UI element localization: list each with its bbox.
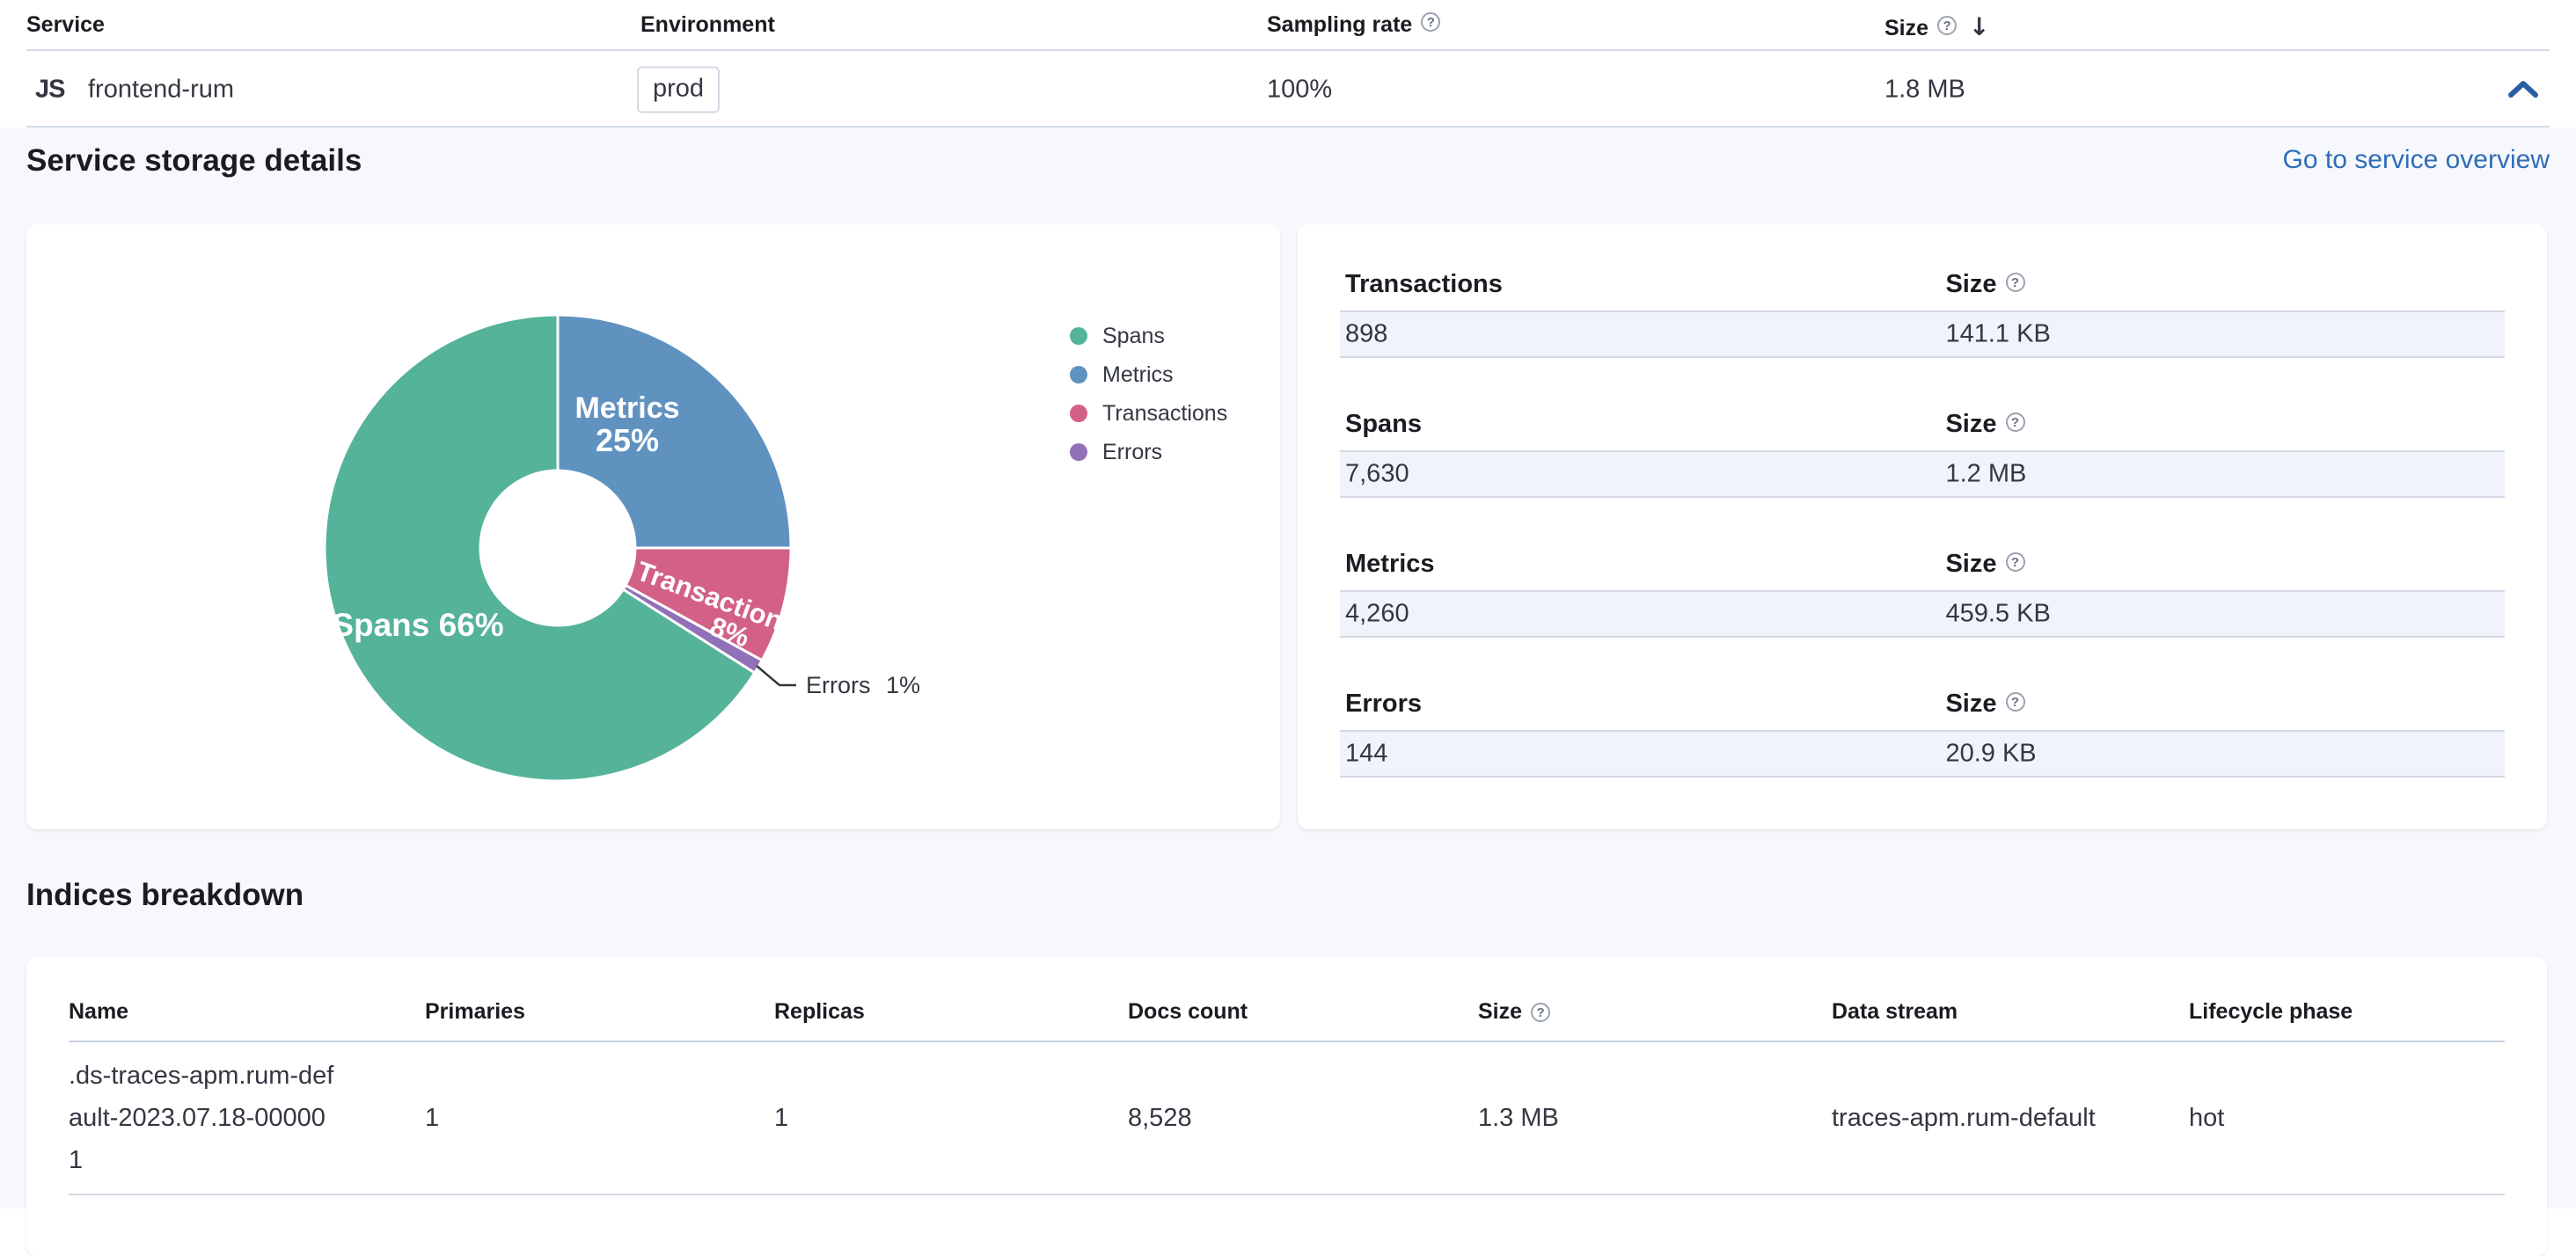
column-header-data-stream: Data stream — [1832, 999, 1958, 1024]
stat-label: Errors — [1345, 690, 1423, 718]
chevron-up-icon — [2508, 80, 2538, 98]
column-header-environment[interactable]: Environment — [640, 12, 775, 37]
row-divider — [26, 126, 2550, 128]
stat-value-row: 7,630 1.2 MB — [1340, 450, 2505, 498]
size-text: Size — [1945, 550, 1997, 578]
size-text: Size — [1945, 690, 1997, 718]
service-name-link[interactable]: frontend-rum — [88, 75, 235, 103]
index-size: 1.3 MB — [1478, 1104, 1559, 1132]
column-header-size[interactable]: Size? ↓ — [1884, 12, 1990, 41]
environment-badge: prod — [637, 66, 721, 113]
donut-label-errors: Errors 1% — [806, 672, 920, 698]
stat-size: 459.5 KB — [1945, 599, 2051, 628]
column-header-lifecycle: Lifecycle phase — [2189, 999, 2353, 1024]
column-header-replicas: Replicas — [774, 999, 865, 1024]
sampling-rate-value: 100% — [1267, 75, 1333, 103]
stat-size-label: Size? — [1945, 690, 2025, 719]
storage-stats-card: Transactions Size? 898 141.1 KB Spans Si… — [1298, 224, 2547, 829]
stat-group-metrics: Metrics Size? 4,260 459.5 KB — [1340, 548, 2505, 638]
size-value: 1.8 MB — [1884, 75, 1965, 103]
index-primaries: 1 — [425, 1104, 440, 1132]
index-name: .ds-traces-apm.rum-default-2023.07.18-00… — [69, 1062, 334, 1174]
stat-count: 4,260 — [1345, 599, 1409, 628]
chart-legend: Spans Metrics Transactions Errors — [1070, 317, 1227, 471]
go-to-service-overview-link[interactable]: Go to service overview — [2282, 145, 2550, 174]
legend-item-metrics[interactable]: Metrics — [1070, 355, 1227, 394]
stat-size: 20.9 KB — [1945, 739, 2037, 768]
size-text: Size — [1945, 270, 1997, 298]
legend-item-transactions[interactable]: Transactions — [1070, 394, 1227, 433]
indices-breakdown-title: Indices breakdown — [26, 878, 304, 912]
index-replicas: 1 — [774, 1104, 789, 1132]
index-docs-count: 8,528 — [1128, 1104, 1192, 1132]
column-header-sampling-rate[interactable]: Sampling rate? — [1267, 12, 1441, 38]
indices-table-header: Name Primaries Replicas Docs count Size?… — [69, 999, 2505, 1042]
stat-value-row: 898 141.1 KB — [1340, 310, 2505, 358]
indices-table-row: .ds-traces-apm.rum-default-2023.07.18-00… — [69, 1042, 2505, 1195]
donut-slice-metrics — [556, 313, 793, 550]
donut-label-metrics: Metrics — [574, 391, 679, 425]
sampling-rate-label: Sampling rate — [1267, 12, 1413, 37]
storage-donut-svg: Metrics 25% Spans 66% Transactions 8% Er… — [323, 313, 920, 783]
stat-size-label: Size? — [1945, 410, 2025, 439]
stat-size: 141.1 KB — [1945, 319, 2051, 348]
stat-label: Metrics — [1345, 550, 1435, 578]
stat-count: 898 — [1345, 319, 1388, 348]
storage-details-title: Service storage details — [26, 143, 362, 178]
donut-slice-transactions — [624, 546, 793, 662]
header-divider — [26, 49, 2550, 51]
index-lifecycle-phase: hot — [2189, 1104, 2225, 1132]
stat-group-spans: Spans Size? 7,630 1.2 MB — [1340, 408, 2505, 498]
stat-count: 144 — [1345, 739, 1388, 768]
stat-value-row: 144 20.9 KB — [1340, 730, 2505, 778]
donut-label-metrics-pct: 25% — [596, 422, 659, 458]
donut-label-spans: Spans 66% — [332, 607, 503, 643]
legend-dot — [1070, 405, 1087, 422]
stat-group-errors: Errors Size? 144 20.9 KB — [1340, 688, 2505, 778]
question-in-circle-icon[interactable]: ? — [1937, 16, 1958, 35]
legend-dot — [1070, 327, 1087, 345]
legend-label: Metrics — [1102, 361, 1174, 387]
data-stream-link[interactable]: traces-apm.rum-default — [1832, 1104, 2096, 1132]
size-label: Size — [1884, 16, 1929, 40]
legend-label: Errors — [1102, 439, 1163, 464]
stat-label: Spans — [1345, 410, 1423, 438]
stat-count: 7,630 — [1345, 459, 1409, 488]
legend-label: Spans — [1102, 323, 1165, 348]
stat-size: 1.2 MB — [1945, 459, 2027, 488]
storage-donut-card: Metrics 25% Spans 66% Transactions 8% Er… — [26, 224, 1280, 829]
stat-size-label: Size? — [1945, 550, 2025, 579]
question-in-circle-icon[interactable]: ? — [2005, 273, 2025, 292]
size-text: Size — [1945, 410, 1997, 438]
collapse-row-button[interactable] — [2506, 76, 2541, 104]
question-in-circle-icon[interactable]: ? — [1531, 1003, 1551, 1022]
question-in-circle-icon[interactable]: ? — [2005, 692, 2025, 712]
legend-item-spans[interactable]: Spans — [1070, 317, 1227, 355]
column-header-primaries: Primaries — [425, 999, 525, 1024]
indices-breakdown-card: Name Primaries Replicas Docs count Size?… — [26, 957, 2547, 1256]
size-text: Size — [1478, 999, 1523, 1024]
service-row: JS frontend-rum prod 100% 1.8 MB — [0, 51, 2576, 128]
legend-item-errors[interactable]: Errors — [1070, 433, 1227, 471]
question-in-circle-icon[interactable]: ? — [2005, 552, 2025, 572]
errors-callout-line — [756, 665, 796, 687]
stat-size-label: Size? — [1945, 270, 2025, 299]
legend-dot — [1070, 443, 1087, 461]
column-header-docs-count: Docs count — [1128, 999, 1248, 1024]
column-header-name: Name — [69, 999, 129, 1024]
stat-value-row: 4,260 459.5 KB — [1340, 590, 2505, 638]
legend-dot — [1070, 366, 1087, 383]
column-header-idx-size: Size? — [1478, 999, 1832, 1025]
service-table-header: Service Environment Sampling rate? Size?… — [0, 0, 2576, 51]
service-storage-details-section: Service storage details Go to service ov… — [0, 128, 2576, 1256]
donut-slice-spans — [323, 313, 757, 783]
sort-descending-icon[interactable]: ↓ — [1969, 12, 1990, 41]
stat-label: Transactions — [1345, 270, 1503, 298]
question-in-circle-icon[interactable]: ? — [2005, 413, 2025, 432]
column-header-service[interactable]: Service — [26, 12, 105, 37]
stat-group-transactions: Transactions Size? 898 141.1 KB — [1340, 268, 2505, 358]
legend-label: Transactions — [1102, 400, 1228, 426]
question-in-circle-icon[interactable]: ? — [1421, 12, 1441, 32]
javascript-agent-icon: JS — [35, 75, 65, 103]
